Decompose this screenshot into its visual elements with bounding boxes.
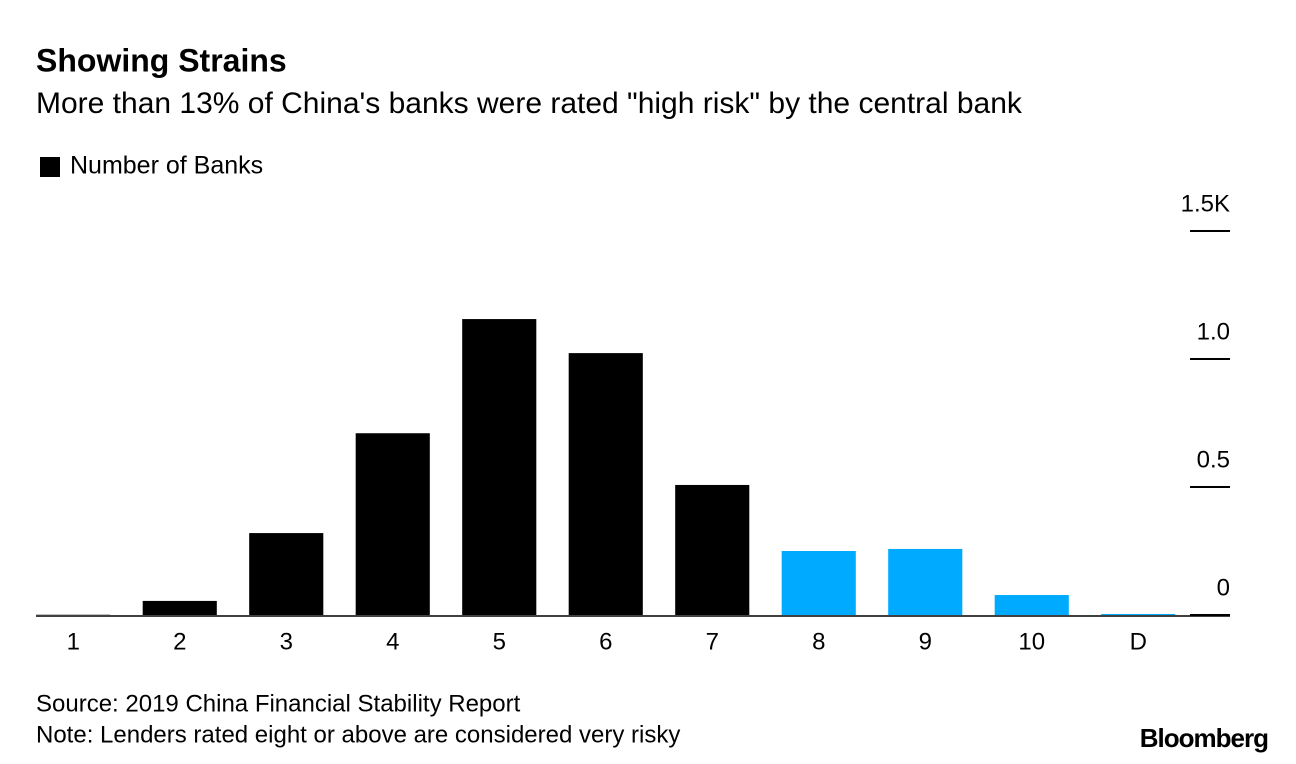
x-tick-label: 7 [706,628,719,655]
chart-title: Showing Strains [36,42,287,78]
x-tick-label: 5 [493,628,506,655]
bar [675,484,750,615]
bar [462,319,537,615]
bar [249,533,324,615]
bar [355,433,430,615]
x-tick-label: 10 [1018,628,1045,655]
bar [1101,613,1176,615]
x-tick-label: 8 [812,628,825,655]
x-tick-label: 1 [67,628,80,655]
x-tick-label: 4 [386,628,399,655]
bar [994,595,1069,615]
y-tick-label: 1.5K [1181,190,1230,217]
x-tick-label: D [1130,628,1147,655]
bar [781,551,856,615]
bar [142,600,217,615]
bar [568,353,643,615]
chart-subtitle: More than 13% of China's banks were rate… [36,87,1023,120]
x-tick-label: 2 [173,628,186,655]
y-tick-label: 0.5 [1197,446,1230,473]
legend-label: Number of Banks [70,152,263,180]
note: Note: Lenders rated eight or above are c… [36,721,680,748]
y-tick-label: 1.0 [1197,318,1230,345]
x-tick-label: 3 [280,628,293,655]
legend-swatch [40,157,60,177]
brand-logo: Bloomberg [1140,723,1268,753]
source: Source: 2019 China Financial Stability R… [36,690,521,717]
bar [888,548,963,615]
x-tick-label: 6 [599,628,612,655]
y-tick-label: 0 [1217,574,1230,601]
x-tick-label: 9 [919,628,932,655]
